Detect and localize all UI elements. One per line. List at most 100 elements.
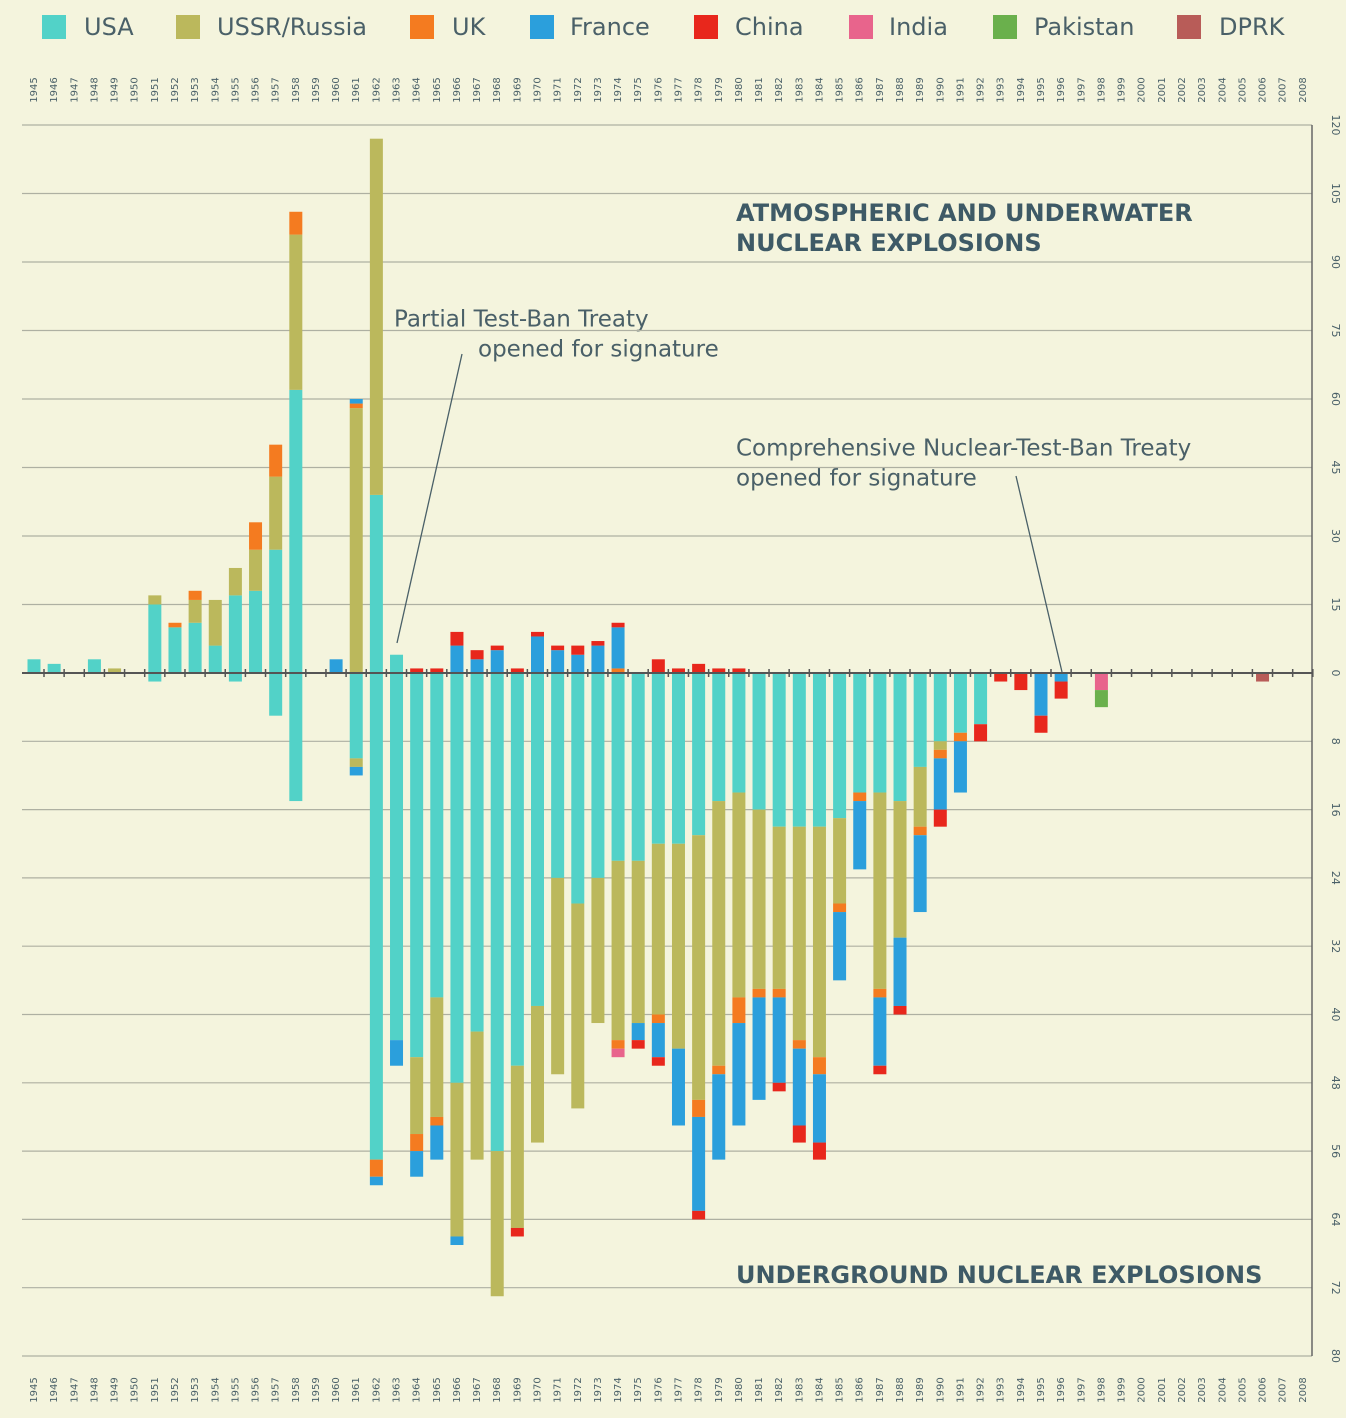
- x-tick-label: 1963: [392, 1377, 403, 1402]
- x-tick-label: 1984: [814, 1377, 825, 1402]
- y-tick-label: 40: [1329, 1008, 1342, 1022]
- bar-segment: [833, 673, 847, 819]
- x-tick-label: 1946: [49, 1377, 60, 1402]
- legend-label: France: [570, 13, 650, 41]
- x-tick-label: 1994: [1016, 1377, 1027, 1402]
- x-tick-label: 1975: [633, 77, 644, 102]
- x-tick-label: 1981: [754, 77, 765, 102]
- bar-segment: [611, 1040, 625, 1049]
- bar-segment: [953, 732, 967, 742]
- x-tick-label: 1963: [392, 77, 403, 102]
- bar-segment: [873, 1065, 887, 1075]
- bar-segment: [289, 389, 303, 673]
- y-tick-label: 105: [1329, 183, 1342, 204]
- x-tick-label: 1954: [210, 1377, 221, 1402]
- x-tick-label: 1982: [774, 1377, 785, 1402]
- y-tick-label: 64: [1329, 1212, 1342, 1226]
- x-tick-label: 1983: [794, 1377, 805, 1402]
- x-tick-label: 2003: [1197, 1377, 1208, 1402]
- bar-segment: [349, 673, 363, 759]
- bar-segment: [591, 641, 605, 646]
- bar-segment: [833, 903, 847, 913]
- bar-segment: [228, 673, 242, 682]
- y-tick-label: 45: [1329, 461, 1342, 475]
- bar-segment: [853, 801, 867, 870]
- chart-title: NUCLEAR EXPLOSIONS: [736, 229, 1042, 257]
- x-tick-label: 2006: [1258, 1377, 1269, 1402]
- bar-segment: [812, 1057, 826, 1075]
- x-tick-label: 1985: [835, 77, 846, 102]
- x-tick-label: 1980: [734, 1377, 745, 1402]
- x-tick-label: 1994: [1016, 77, 1027, 102]
- bar-segment: [1054, 681, 1068, 699]
- bar-segment: [87, 659, 101, 673]
- y-tick-label: 75: [1329, 324, 1342, 338]
- bar-segment: [792, 1040, 806, 1049]
- bar-segment: [551, 645, 565, 651]
- bar-segment: [269, 549, 283, 673]
- legend-label: USSR/Russia: [217, 13, 367, 41]
- bar-segment: [833, 818, 847, 904]
- bar-segment: [631, 1023, 645, 1041]
- bar-segment: [692, 835, 706, 1100]
- bar-segment: [732, 1023, 746, 1126]
- bar-segment: [228, 595, 242, 673]
- bar-segment: [792, 1048, 806, 1126]
- bar-segment: [410, 673, 424, 1058]
- x-tick-label: 1995: [1036, 77, 1047, 102]
- x-tick-label: 2008: [1298, 1377, 1309, 1402]
- x-tick-label: 2000: [1137, 77, 1148, 102]
- x-tick-label: 1960: [331, 77, 342, 102]
- x-tick-label: 1956: [251, 77, 262, 102]
- bar-segment: [289, 211, 303, 235]
- bar-segment: [591, 645, 605, 673]
- x-tick-label: 1977: [673, 77, 684, 102]
- bar-segment: [732, 997, 746, 1024]
- x-tick-label: 1968: [492, 77, 503, 102]
- bar-segment: [571, 645, 585, 655]
- x-tick-label: 1949: [110, 1377, 121, 1402]
- bar-segment: [410, 1057, 424, 1135]
- x-tick-label: 1947: [69, 77, 80, 102]
- bar-segment: [571, 903, 585, 1109]
- bar-segment: [671, 1048, 685, 1126]
- bar-segment: [249, 590, 263, 673]
- bar-segment: [611, 860, 625, 1041]
- y-tick-label: 48: [1329, 1076, 1342, 1090]
- bar-segment: [651, 659, 665, 673]
- bar-segment: [249, 522, 263, 550]
- bar-segment: [752, 673, 766, 810]
- y-tick-label: 80: [1329, 1349, 1342, 1363]
- bar-segment: [692, 1099, 706, 1117]
- bar-segment: [369, 138, 383, 495]
- x-tick-label: 1989: [915, 1377, 926, 1402]
- bar-segment: [369, 1176, 383, 1186]
- x-tick-label: 1957: [271, 77, 282, 102]
- x-tick-label: 1964: [412, 77, 423, 102]
- bar-segment: [390, 673, 404, 1041]
- bar-segment: [208, 645, 222, 673]
- x-tick-label: 1986: [855, 1377, 866, 1402]
- x-tick-label: 1956: [251, 1377, 262, 1402]
- bar-segment: [470, 659, 484, 673]
- bar-segment: [490, 645, 504, 651]
- x-tick-label: 1987: [875, 1377, 886, 1402]
- bar-segment: [611, 622, 625, 628]
- bar-segment: [772, 988, 786, 998]
- bar-segment: [510, 673, 524, 1066]
- bar-segment: [692, 1210, 706, 1220]
- legend-swatch: [42, 15, 66, 39]
- bar-segment: [188, 622, 202, 673]
- x-tick-label: 1995: [1036, 1377, 1047, 1402]
- bar-segment: [772, 826, 786, 989]
- x-tick-label: 1978: [694, 77, 705, 102]
- x-tick-label: 2007: [1278, 77, 1289, 102]
- x-tick-label: 1972: [573, 77, 584, 102]
- x-tick-label: 1954: [210, 77, 221, 102]
- bar-segment: [752, 988, 766, 998]
- bar-segment: [430, 673, 444, 998]
- x-tick-label: 1953: [190, 1377, 201, 1402]
- y-tick-label: 56: [1329, 1144, 1342, 1158]
- legend-label: UK: [452, 13, 487, 41]
- bar-segment: [732, 792, 746, 998]
